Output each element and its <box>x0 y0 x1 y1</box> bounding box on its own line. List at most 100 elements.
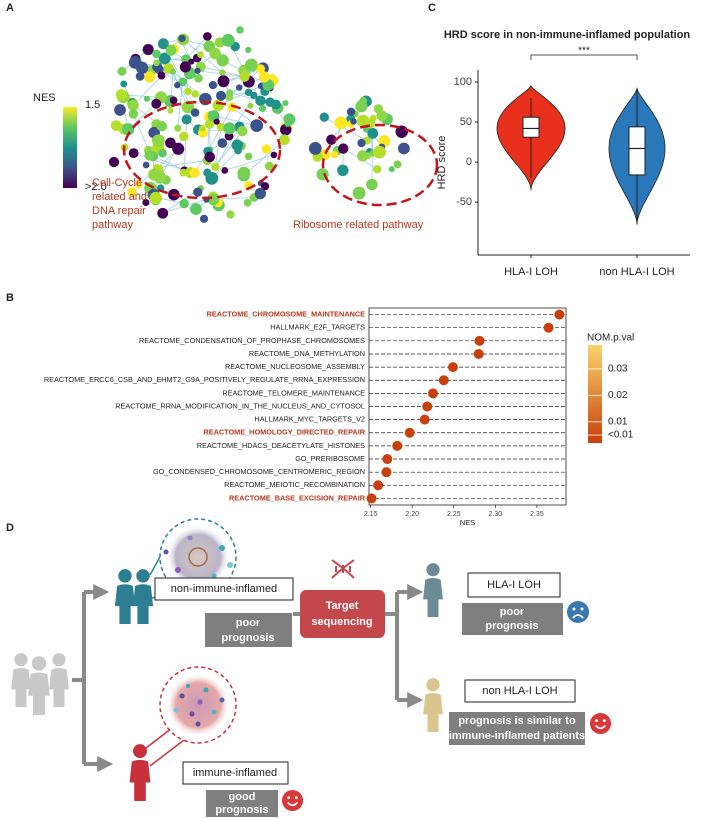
cluster-outline <box>122 100 282 200</box>
network-node <box>178 34 186 43</box>
network-node <box>143 95 150 102</box>
network-edge <box>133 152 185 171</box>
y-axis-label: HRD score <box>436 136 448 190</box>
annotation-line: pathway <box>92 219 133 231</box>
network-node <box>178 77 188 87</box>
network-node <box>197 51 204 58</box>
panel-label: C <box>428 2 436 14</box>
non-immune-people <box>114 569 154 624</box>
happy-face <box>589 712 612 735</box>
person <box>129 744 151 801</box>
network-node <box>213 118 220 125</box>
dot <box>422 401 433 412</box>
category-label: REACTOME_BASE_EXCISION_REPAIR <box>229 493 366 502</box>
prognosis-label: immune-inflamed patients <box>449 730 585 742</box>
network-node <box>280 123 292 136</box>
network-node <box>194 73 203 83</box>
happy-face <box>281 789 304 812</box>
population <box>11 653 69 715</box>
network-node <box>158 148 167 158</box>
network-node <box>149 191 163 205</box>
network-node <box>326 134 337 145</box>
network-node <box>244 58 258 72</box>
network-node <box>127 187 137 197</box>
network-node <box>270 151 278 159</box>
network-node <box>370 114 377 122</box>
group-label: non HLA-I LOH <box>482 685 557 697</box>
network-node <box>350 118 357 125</box>
network-edge <box>132 113 149 151</box>
person <box>11 653 31 707</box>
group-box <box>467 572 561 598</box>
network-node <box>250 91 258 100</box>
dot <box>419 414 430 425</box>
dna-icon <box>331 559 355 579</box>
dot-chart: REACTOME_CHROMOSOME_MAINTENANCE HALLMARK_… <box>44 307 634 527</box>
network-node <box>209 47 221 60</box>
network-edge <box>156 160 208 168</box>
network-node <box>169 68 176 75</box>
network-node <box>236 26 244 34</box>
category-label: REACTOME_TELOMERE_MAINTENANCE <box>222 388 365 397</box>
network-edge <box>214 126 222 167</box>
network-node <box>165 137 176 149</box>
cluster-outline <box>321 123 439 207</box>
network-node <box>156 121 168 132</box>
network-edge <box>172 71 205 100</box>
network-node <box>190 108 200 117</box>
network-node <box>189 167 200 178</box>
box <box>628 126 646 176</box>
network-edge <box>215 126 240 167</box>
network-node <box>258 71 270 83</box>
network-node <box>216 122 226 132</box>
network-node <box>393 160 402 169</box>
callout-line <box>149 739 185 767</box>
arrows <box>72 584 424 772</box>
category-label: GO_CONDENSED_CHROMOSOME_CENTROMERIC_REGI… <box>153 467 365 476</box>
category-label: REACTOME_DNA_METHYLATION <box>249 349 365 358</box>
annotation: Cell-Cycle related and DNA repair pathwa… <box>92 177 424 231</box>
category-label: REACTOME_HDACS_DEACETYLATE_HISTONES <box>197 441 365 450</box>
panel-label: A <box>6 2 14 14</box>
network-node <box>144 71 156 83</box>
colorbar-title: NES <box>33 92 56 104</box>
network-edge <box>185 36 208 60</box>
network-node <box>157 71 166 80</box>
network-node <box>226 89 234 97</box>
network-node <box>157 38 169 50</box>
annotation-line: Ribosome related pathway <box>293 219 424 231</box>
prognosis-box <box>449 712 585 745</box>
network-node <box>237 125 248 137</box>
person <box>423 563 443 617</box>
connector <box>72 592 86 764</box>
network-node <box>357 138 366 148</box>
x-tick-label: 2.35 <box>530 511 544 518</box>
prognosis-label: good <box>229 791 256 803</box>
network-node <box>372 165 382 174</box>
network-node <box>217 138 228 148</box>
network-node <box>142 198 150 207</box>
network-edge <box>324 116 368 141</box>
prognosis-box <box>462 603 563 635</box>
network-node <box>265 97 275 107</box>
network-node <box>330 150 339 159</box>
network-node <box>174 124 182 132</box>
network-node <box>167 107 174 114</box>
network-edge <box>371 133 374 185</box>
network-node <box>338 143 349 154</box>
network-node <box>128 109 139 119</box>
network-edge <box>215 130 243 167</box>
network-node <box>122 123 135 136</box>
network-node <box>234 146 242 155</box>
network-node <box>179 131 189 142</box>
prognosis-label: prognosis <box>485 620 538 632</box>
dot <box>404 427 415 438</box>
category-label: GO_PRERIBOSOME <box>295 454 365 463</box>
network-node <box>181 114 192 125</box>
network-node <box>128 148 139 159</box>
network-node <box>278 134 290 146</box>
network-node <box>199 124 206 132</box>
group-label: immune-inflamed <box>193 767 277 779</box>
network-node <box>144 150 155 161</box>
